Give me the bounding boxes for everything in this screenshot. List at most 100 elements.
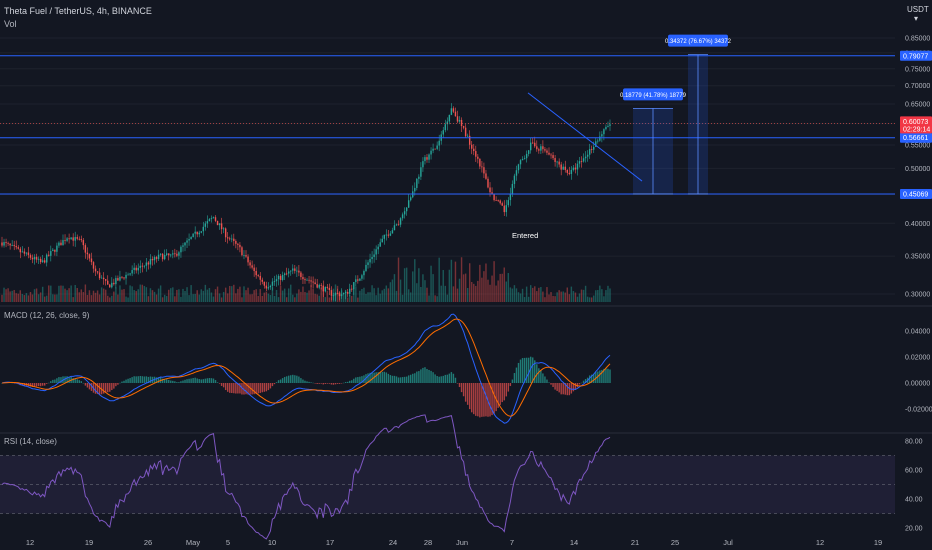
macd-histogram-bar: [483, 383, 485, 417]
candle-body: [326, 286, 329, 288]
macd-histogram-bar: [548, 382, 550, 383]
candle-body: [578, 161, 581, 164]
volume-bar: [239, 286, 241, 302]
volume-bar: [220, 297, 223, 302]
candle-body: [397, 224, 400, 226]
macd-histogram-bar: [13, 383, 15, 384]
candle-body: [247, 256, 249, 263]
macd-histogram-bar: [194, 377, 196, 383]
candle-body: [41, 260, 44, 263]
macd-histogram-bar: [395, 376, 398, 383]
macd-histogram-bar: [401, 377, 404, 383]
volume-bar: [448, 269, 451, 302]
macd-histogram-bar: [324, 383, 327, 384]
candle-body: [590, 149, 593, 150]
macd-histogram-bar: [336, 383, 339, 384]
macd-histogram-bar: [74, 378, 76, 383]
volume-bar: [609, 288, 611, 302]
candle-body: [300, 272, 302, 278]
volume-bar: [163, 294, 166, 302]
macd-histogram-bar: [418, 371, 420, 383]
macd-histogram-bar: [462, 383, 465, 397]
volume-bar: [515, 288, 518, 302]
volume-bar: [257, 296, 259, 302]
macd-histogram-bar: [481, 383, 483, 417]
volume-bar: [593, 295, 595, 302]
macd-histogram-bar: [464, 383, 467, 402]
candle-body: [119, 276, 121, 281]
volume-bar: [1, 294, 3, 302]
macd-histogram-bar: [355, 377, 357, 383]
candle-body: [94, 268, 97, 272]
candle-body: [306, 279, 308, 281]
candle-body: [206, 221, 209, 224]
macd-histogram-bar: [328, 383, 331, 384]
macd-histogram-bar: [381, 371, 383, 383]
macd-histogram-bar: [184, 379, 186, 383]
volume-bar: [393, 274, 396, 302]
volume-bar: [52, 294, 54, 302]
candle-body: [261, 279, 263, 282]
macd-histogram-bar: [208, 378, 211, 383]
candle-body: [361, 275, 363, 279]
volume-bar: [351, 295, 353, 302]
price-tick-label: 0.55000: [905, 143, 930, 150]
x-tick-label: 12: [816, 538, 824, 547]
macd-histogram-bar: [599, 370, 601, 383]
candle-body: [330, 290, 333, 296]
macd-histogram-bar: [192, 377, 194, 383]
macd-histogram-bar: [170, 380, 172, 383]
volume-bar: [399, 279, 402, 302]
macd-histogram-bar: [326, 383, 329, 384]
volume-bar: [92, 290, 95, 302]
volume-bar: [495, 285, 497, 302]
candle-body: [43, 260, 46, 263]
candle-body: [588, 149, 591, 155]
macd-histogram-bar: [220, 383, 223, 386]
macd-histogram-bar: [294, 375, 296, 383]
volume-bar: [17, 293, 19, 302]
volume-bar: [324, 297, 327, 302]
macd-histogram-bar: [428, 369, 430, 383]
candle-body: [56, 245, 58, 252]
candle-body: [174, 253, 176, 255]
macd-histogram-bar: [485, 383, 487, 417]
macd-histogram-bar: [227, 383, 229, 392]
candle-body: [513, 175, 516, 184]
currency-label: USDT: [907, 5, 929, 14]
macd-histogram-bar: [104, 383, 107, 393]
macd-histogram-bar: [475, 383, 477, 416]
macd-histogram-bar: [558, 383, 560, 393]
candle-body: [255, 271, 257, 276]
volume-bar: [50, 285, 52, 302]
candle-body: [534, 142, 536, 147]
candle-body: [422, 161, 424, 168]
volume-bar: [521, 288, 524, 302]
candle-body: [568, 172, 571, 174]
macd-histogram-bar: [269, 383, 272, 389]
macd-histogram-bar: [131, 377, 133, 383]
candle-body: [489, 187, 491, 193]
volume-bar: [155, 294, 158, 302]
macd-histogram-bar: [163, 379, 166, 383]
macd-histogram-bar: [155, 377, 158, 383]
macd-histogram-bar: [552, 383, 554, 388]
volume-bar: [300, 291, 302, 302]
macd-histogram-bar: [296, 375, 298, 383]
candle-body: [23, 251, 26, 254]
candle-body: [493, 194, 495, 201]
candle-body: [231, 238, 233, 240]
volume-bar: [84, 284, 87, 302]
candle-body: [302, 277, 304, 280]
candle-body: [424, 157, 426, 162]
volume-bar: [416, 283, 418, 302]
macd-histogram-bar: [361, 376, 363, 383]
candle-body: [267, 287, 270, 289]
volume-bar: [133, 290, 135, 302]
macd-histogram-bar: [123, 380, 125, 383]
volume-bar: [442, 270, 444, 302]
macd-histogram-bar: [218, 383, 221, 384]
candle-body: [605, 126, 607, 130]
volume-bar: [363, 287, 365, 302]
